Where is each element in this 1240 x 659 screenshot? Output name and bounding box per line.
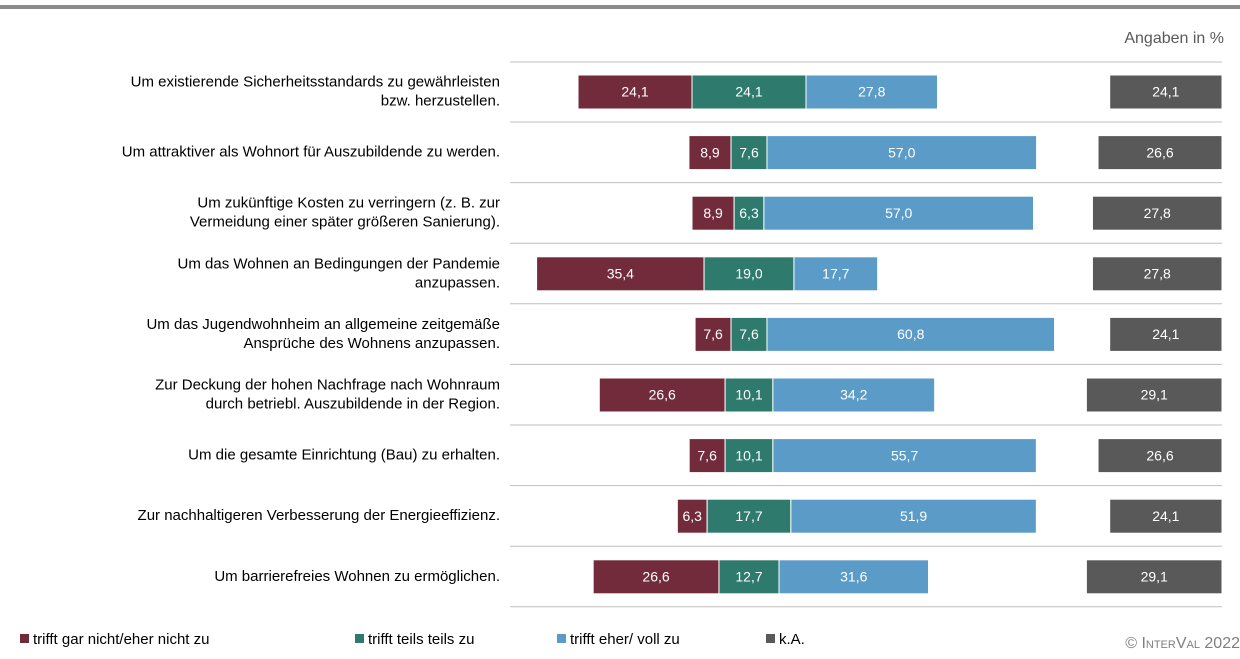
bar-segment xyxy=(778,559,930,595)
bar-segment xyxy=(724,438,774,474)
category-label: Zur nachhaltigeren Verbesserung der Ener… xyxy=(138,507,500,524)
bar-segment xyxy=(691,195,735,231)
top-rule xyxy=(0,5,1240,9)
value-label: 12,7 xyxy=(735,569,762,585)
unit-note: Angaben in % xyxy=(1124,30,1224,47)
category-label: Um existierende Sicherheitsstandards zu … xyxy=(131,73,500,90)
value-label: 17,7 xyxy=(735,508,762,524)
value-label: 24,1 xyxy=(1152,326,1179,342)
bar-segment xyxy=(805,74,938,110)
legend-swatch xyxy=(355,634,364,643)
category-label: durch betriebl. Auszubildende in der Reg… xyxy=(206,395,500,412)
bar-segment xyxy=(592,559,720,595)
value-label: 31,6 xyxy=(840,569,867,585)
value-label: 7,6 xyxy=(703,326,723,342)
value-label: 7,6 xyxy=(739,326,759,342)
bar-segment xyxy=(1091,195,1223,231)
bar-segment xyxy=(772,377,936,413)
category-label: Um attraktiver als Wohnort für Auszubild… xyxy=(122,144,500,161)
bar-segment xyxy=(766,135,1038,171)
value-label: 26,6 xyxy=(642,569,669,585)
legend-swatch xyxy=(557,634,566,643)
value-label: 24,1 xyxy=(1152,84,1179,100)
category-label: Vermeidung einer später größeren Sanieru… xyxy=(190,214,500,231)
legend-label: k.A. xyxy=(779,631,805,648)
category-label: anzupassen. xyxy=(415,274,500,291)
value-label: 7,6 xyxy=(697,447,717,463)
value-label: 55,7 xyxy=(891,447,918,463)
value-label: 26,6 xyxy=(649,387,676,403)
bar-segment xyxy=(772,438,1037,474)
bar-segment xyxy=(691,74,807,110)
bar-segment xyxy=(1109,316,1223,352)
bar-segment xyxy=(793,256,879,292)
value-label: 27,8 xyxy=(858,84,885,100)
value-label: 8,9 xyxy=(700,144,720,160)
value-label: 19,0 xyxy=(735,266,762,282)
legend-label: trifft gar nicht/eher nicht zu xyxy=(33,631,209,648)
bar-segment xyxy=(733,195,765,231)
category-label: Um das Jugendwohnheim an allgemeine zeit… xyxy=(146,316,500,333)
value-label: 27,8 xyxy=(1144,266,1171,282)
category-label: Um die gesamte Einrichtung (Bau) zu erha… xyxy=(188,447,500,464)
value-label: 29,1 xyxy=(1141,387,1168,403)
bar-segment xyxy=(1097,438,1223,474)
value-label: 24,1 xyxy=(621,84,648,100)
bar-segment xyxy=(688,438,726,474)
bar-segment xyxy=(536,256,705,292)
value-label: 26,6 xyxy=(1146,144,1173,160)
value-label: 35,4 xyxy=(607,266,634,282)
bar-segment xyxy=(1085,559,1223,595)
bar-segment xyxy=(694,316,732,352)
value-label: 7,6 xyxy=(739,144,759,160)
bar-segment xyxy=(1109,498,1223,534)
value-label: 6,3 xyxy=(739,205,759,221)
bar-segment xyxy=(706,498,792,534)
bar-segment xyxy=(688,135,732,171)
category-label: Um barrierefreies Wohnen zu ermöglichen. xyxy=(214,568,500,585)
value-label: 24,1 xyxy=(1152,508,1179,524)
value-label: 10,1 xyxy=(735,447,762,463)
value-label: 34,2 xyxy=(840,387,867,403)
value-label: 57,0 xyxy=(885,205,912,221)
bar-segment xyxy=(730,316,768,352)
value-label: 10,1 xyxy=(735,387,762,403)
value-label: 51,9 xyxy=(900,508,927,524)
bar-segment xyxy=(763,195,1035,231)
bar-segment xyxy=(1097,135,1223,171)
bar-segment xyxy=(1085,377,1223,413)
value-label: 26,6 xyxy=(1146,447,1173,463)
value-label: 8,9 xyxy=(703,205,723,221)
value-label: 29,1 xyxy=(1141,569,1168,585)
bar-segment xyxy=(790,498,1037,534)
bar-segment xyxy=(1109,74,1223,110)
source: © InterVal 2022 xyxy=(1125,635,1240,652)
category-label: Zur Deckung der hohen Nachfrage nach Woh… xyxy=(155,376,500,393)
bar-segment xyxy=(730,135,768,171)
category-label: bzw. herzustellen. xyxy=(381,92,500,109)
bar-segment xyxy=(598,377,726,413)
category-label: Um das Wohnen an Bedingungen der Pandemi… xyxy=(178,255,500,272)
bar-segment xyxy=(1091,256,1223,292)
category-label: Um zukünftige Kosten zu verringern (z. B… xyxy=(197,195,500,212)
bar-segment xyxy=(724,377,774,413)
bar-segment xyxy=(766,316,1056,352)
value-label: 17,7 xyxy=(822,266,849,282)
value-label: 6,3 xyxy=(683,508,703,524)
value-label: 24,1 xyxy=(735,84,762,100)
legend-swatch xyxy=(20,634,29,643)
bar-segment xyxy=(577,74,693,110)
value-label: 57,0 xyxy=(888,144,915,160)
legend-label: trifft teils teils zu xyxy=(368,631,474,648)
category-label: Ansprüche des Wohnens anzupassen. xyxy=(243,335,500,352)
value-label: 27,8 xyxy=(1144,205,1171,221)
value-label: 60,8 xyxy=(897,326,924,342)
legend-label: trifft eher/ voll zu xyxy=(570,631,680,648)
legend-swatch xyxy=(766,634,775,643)
